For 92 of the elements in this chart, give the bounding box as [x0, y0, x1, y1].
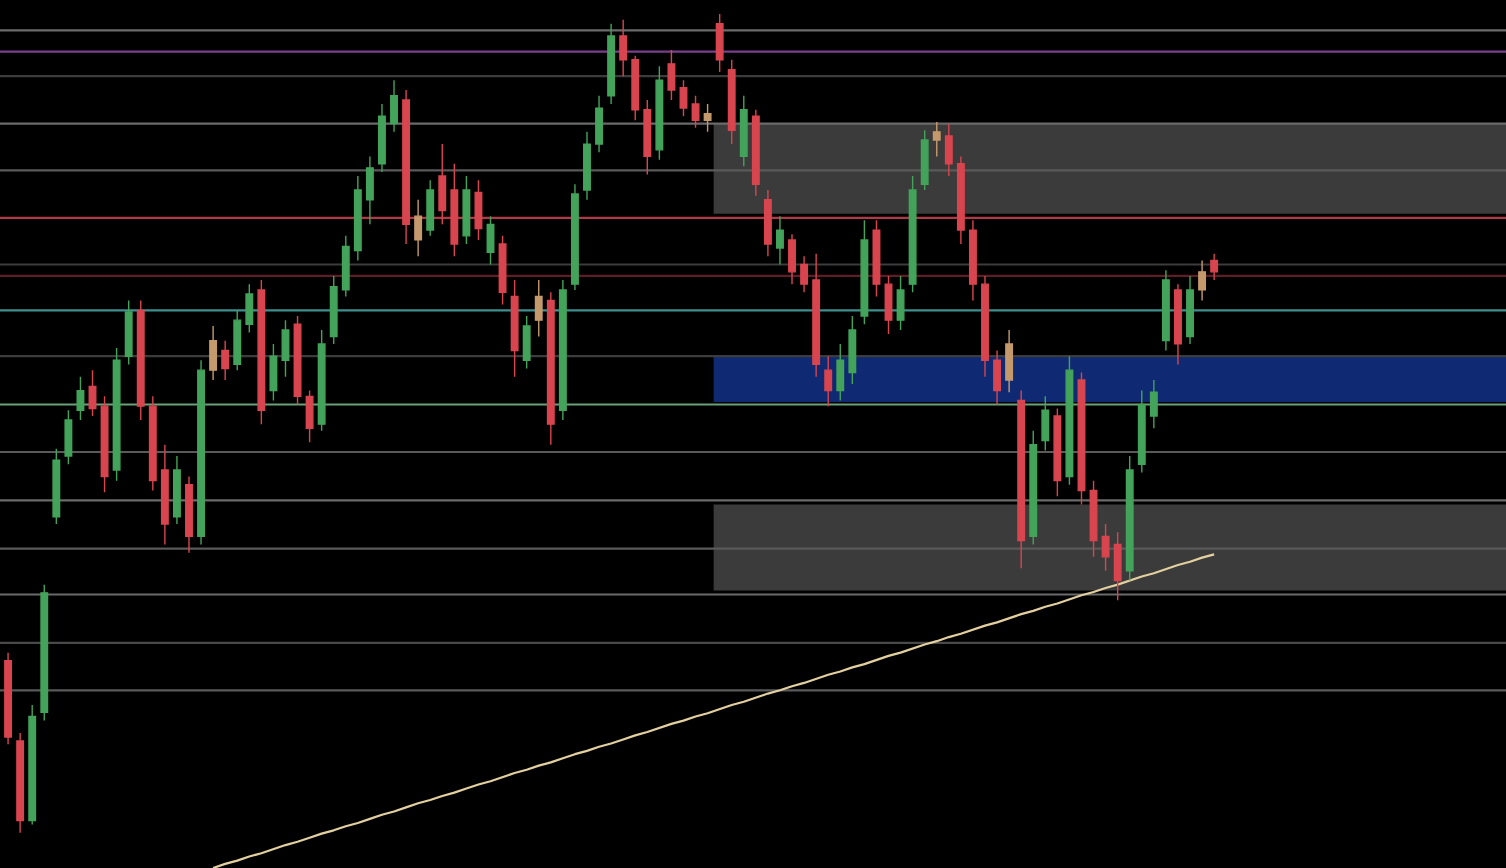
candlestick [1101, 523, 1110, 572]
candlestick [570, 183, 579, 291]
candlestick [956, 155, 965, 245]
candlestick [353, 175, 362, 262]
candlestick [136, 299, 145, 421]
candlestick [1005, 329, 1014, 393]
candlestick [643, 99, 652, 176]
candlestick [1149, 379, 1158, 429]
candlestick [197, 359, 205, 546]
candlestick [414, 199, 423, 257]
candlestick [522, 315, 531, 370]
candlestick [124, 299, 133, 366]
candlestick [860, 219, 869, 325]
candlestick [1198, 259, 1207, 302]
candlestick [607, 23, 616, 105]
candlestick [595, 95, 604, 153]
candlestick [1029, 430, 1038, 546]
candlestick [631, 54, 640, 122]
candlestick [920, 129, 929, 191]
candlestick [812, 253, 821, 378]
candlestick [498, 235, 507, 306]
candlestick [1174, 283, 1182, 366]
candlestick [896, 275, 905, 331]
candlestick [1017, 389, 1026, 569]
candlestick [558, 279, 567, 421]
candlestick [836, 343, 845, 402]
candlestick [751, 109, 760, 197]
candlestick [993, 349, 1002, 406]
candlestick [510, 279, 519, 378]
candlestick [341, 235, 350, 298]
candlestick [100, 395, 109, 493]
candlestick [438, 143, 447, 226]
candlestick [269, 343, 278, 402]
candlestick [583, 131, 591, 201]
candlestick [1053, 407, 1062, 497]
candlestick [233, 309, 242, 371]
candlestick [462, 175, 471, 245]
candlestick [28, 704, 37, 826]
candlestick [763, 189, 772, 257]
candlestick [329, 275, 338, 345]
candlestick [378, 103, 386, 173]
candlestick [534, 279, 543, 338]
candlestick [257, 279, 266, 425]
candlestick [1137, 389, 1146, 474]
candlestick [209, 325, 218, 381]
candlestick [317, 329, 326, 432]
candlestick [727, 59, 736, 145]
candlestick [800, 255, 809, 294]
candlestick [16, 732, 25, 834]
candlestick [221, 339, 230, 381]
candlestick [546, 291, 555, 446]
candlestick [64, 409, 73, 465]
candlestick [40, 583, 49, 722]
candlestick [52, 448, 61, 525]
candlestick [703, 103, 712, 133]
candlestick [1186, 275, 1194, 345]
candlestick [932, 121, 941, 158]
candlestick [112, 347, 121, 482]
candlestick [426, 179, 435, 237]
candlestick [981, 275, 989, 378]
candlestick [390, 79, 398, 133]
candlestick [1065, 355, 1074, 486]
candlestick [776, 215, 784, 266]
candlestick [908, 175, 917, 294]
candlestick [4, 651, 13, 746]
candlestick [76, 375, 85, 421]
candlestick [450, 163, 459, 257]
candlestick [968, 219, 977, 302]
candlestick [148, 395, 157, 492]
candlestick [1125, 455, 1134, 582]
candlestick [619, 18, 628, 77]
candlestick [788, 233, 796, 285]
candlestick [402, 89, 411, 245]
candlestick [667, 49, 676, 101]
candlestick [365, 155, 374, 226]
candlestick [715, 13, 724, 73]
candlestick [1161, 269, 1170, 352]
candlestick [944, 122, 953, 177]
candlestick [848, 315, 857, 385]
candlestick [1041, 395, 1050, 452]
candlestick [474, 179, 483, 241]
candlestick [1210, 253, 1219, 281]
candlestick [872, 219, 881, 298]
candlestick [172, 455, 181, 525]
candlestick [160, 443, 169, 546]
candlestick [1113, 531, 1122, 601]
candlestick [185, 475, 193, 554]
candlestick [305, 389, 314, 443]
candlestick [245, 283, 254, 334]
candlestick [824, 355, 833, 407]
candlestick [739, 95, 748, 167]
candlestick [655, 65, 664, 161]
